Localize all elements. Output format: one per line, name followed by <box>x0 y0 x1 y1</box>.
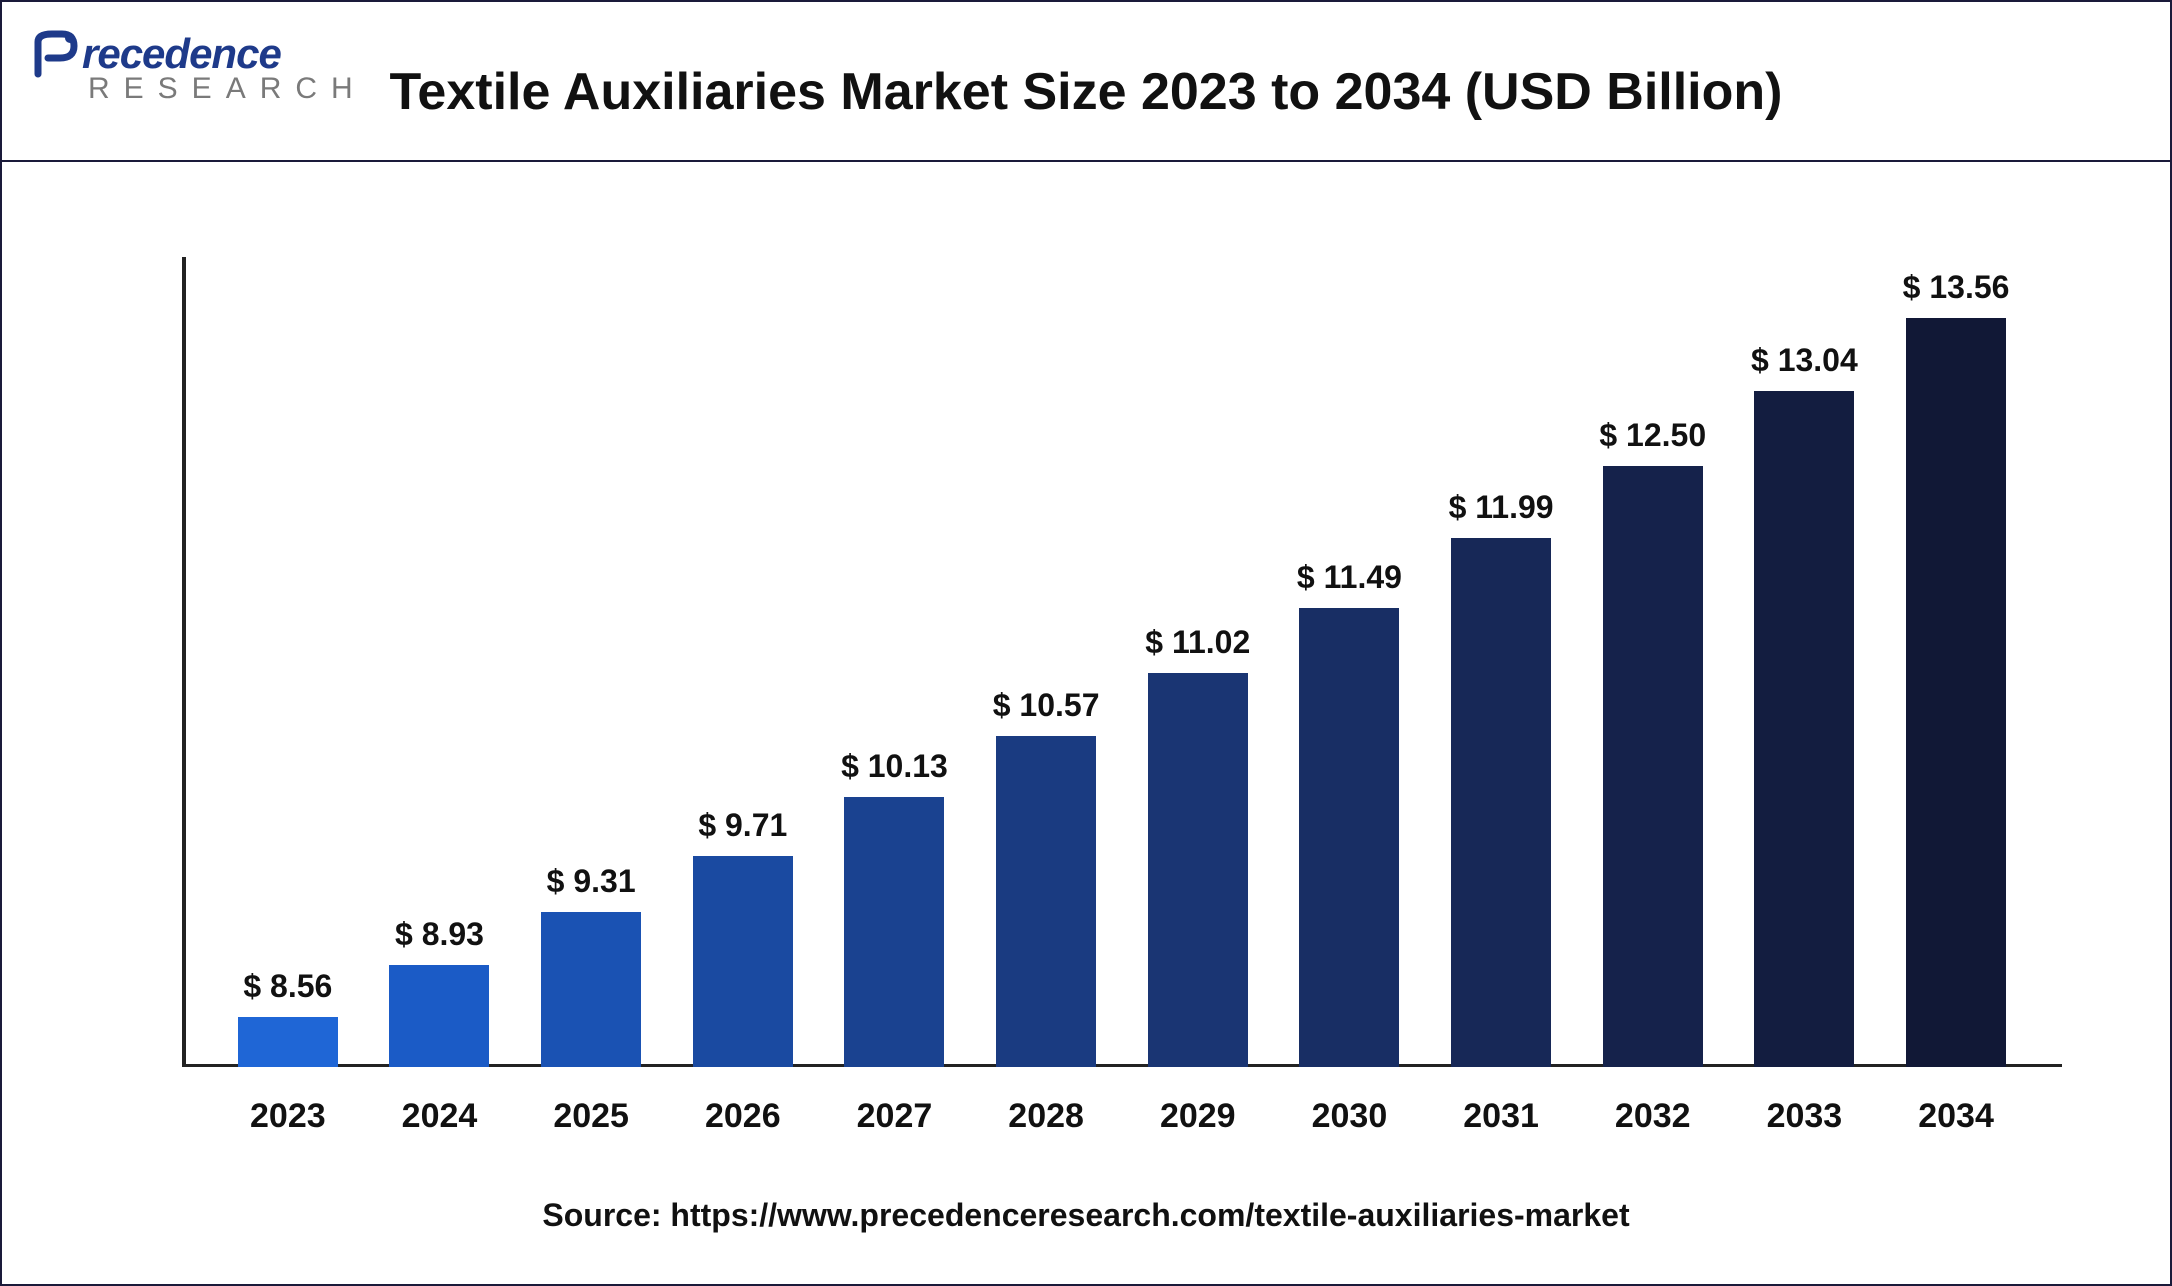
bar-rect <box>541 912 641 1067</box>
bar-rect <box>1148 673 1248 1067</box>
header-row: recedence RESEARCH Textile Auxiliaries M… <box>2 2 2170 162</box>
bar-slot: $ 8.93 <box>364 257 514 1067</box>
source-prefix: Source: <box>542 1197 670 1233</box>
bar-rect <box>1603 466 1703 1067</box>
bar-value-label: $ 8.93 <box>339 916 539 953</box>
bar-value-label: $ 9.71 <box>643 807 843 844</box>
bar-rect <box>844 797 944 1067</box>
bar-rect <box>1906 318 2006 1067</box>
bars-container: $ 8.56$ 8.93$ 9.31$ 9.71$ 10.13$ 10.57$ … <box>182 257 2062 1067</box>
x-axis-label: 2030 <box>1274 1097 1424 1136</box>
bar-slot: $ 10.57 <box>971 257 1121 1067</box>
bar-rect <box>238 1017 338 1067</box>
x-axis-label: 2023 <box>213 1097 363 1136</box>
x-axis-label: 2031 <box>1426 1097 1576 1136</box>
bar-rect <box>996 736 1096 1067</box>
x-axis-label: 2025 <box>516 1097 666 1136</box>
bar-value-label: $ 13.04 <box>1704 342 1904 379</box>
chart-plot-area: $ 8.56$ 8.93$ 9.31$ 9.71$ 10.13$ 10.57$ … <box>182 257 2062 1067</box>
bar-rect <box>1754 391 1854 1067</box>
bar-slot: $ 11.02 <box>1123 257 1273 1067</box>
bar-value-label: $ 11.49 <box>1249 559 1449 596</box>
x-axis-label: 2028 <box>971 1097 1121 1136</box>
bar-value-label: $ 11.99 <box>1401 489 1601 526</box>
bar-value-label: $ 13.56 <box>1856 269 2056 306</box>
bar-slot: $ 10.13 <box>819 257 969 1067</box>
x-axis-label: 2032 <box>1578 1097 1728 1136</box>
source-citation: Source: https://www.precedenceresearch.c… <box>2 1197 2170 1234</box>
x-axis-label: 2024 <box>364 1097 514 1136</box>
chart-frame: recedence RESEARCH Textile Auxiliaries M… <box>0 0 2172 1286</box>
bar-value-label: $ 8.56 <box>188 968 388 1005</box>
chart-title: Textile Auxiliaries Market Size 2023 to … <box>2 62 2170 122</box>
bar-rect <box>693 856 793 1067</box>
bar-rect <box>1299 608 1399 1067</box>
bar-slot: $ 13.56 <box>1881 257 2031 1067</box>
bar-slot: $ 11.99 <box>1426 257 1576 1067</box>
bar-slot: $ 9.31 <box>516 257 666 1067</box>
source-url: https://www.precedenceresearch.com/texti… <box>670 1197 1629 1233</box>
x-axis-labels: 2023202420252026202720282029203020312032… <box>182 1097 2062 1136</box>
x-axis-label: 2027 <box>819 1097 969 1136</box>
x-axis-label: 2033 <box>1729 1097 1879 1136</box>
x-axis-label: 2026 <box>668 1097 818 1136</box>
bar-rect <box>389 965 489 1067</box>
bar-slot: $ 11.49 <box>1274 257 1424 1067</box>
bar-value-label: $ 11.02 <box>1098 624 1298 661</box>
bar-rect <box>1451 538 1551 1067</box>
bar-value-label: $ 10.13 <box>794 748 994 785</box>
bar-slot: $ 9.71 <box>668 257 818 1067</box>
bar-value-label: $ 12.50 <box>1553 417 1753 454</box>
x-axis-label: 2029 <box>1123 1097 1273 1136</box>
bar-value-label: $ 10.57 <box>946 687 1146 724</box>
bar-value-label: $ 9.31 <box>491 863 691 900</box>
x-axis-label: 2034 <box>1881 1097 2031 1136</box>
bar-slot: $ 13.04 <box>1729 257 1879 1067</box>
